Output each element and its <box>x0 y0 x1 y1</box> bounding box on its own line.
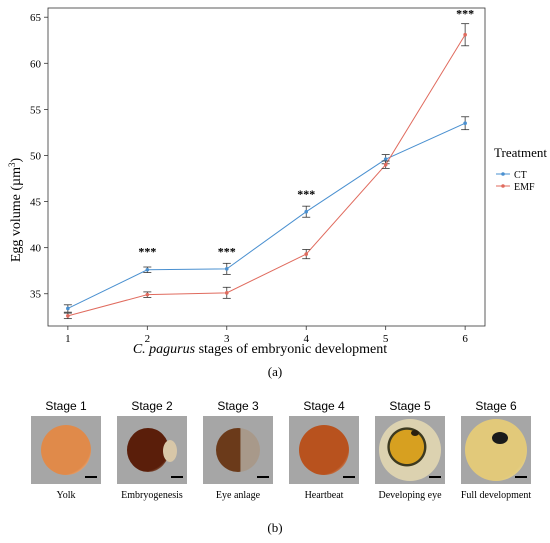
significance-annotations: *** *** *** *** <box>138 7 474 259</box>
stage-5: Stage 5 Developing eye <box>370 398 450 501</box>
x-tick-label: 4 <box>303 333 309 345</box>
scale-bar <box>257 476 269 478</box>
egg-detail <box>163 440 177 462</box>
egg-shape <box>41 425 91 475</box>
data-point <box>224 291 229 295</box>
x-axis: 1 2 3 4 5 6 <box>65 326 468 345</box>
x-tick-label: 5 <box>383 333 389 345</box>
stage-title: Stage 1 <box>45 399 87 413</box>
significance-stars: *** <box>456 7 474 21</box>
data-point <box>383 162 388 167</box>
stage-3: Stage 3 Eye anlage <box>198 398 278 501</box>
egg-photo <box>289 416 359 484</box>
data-point <box>304 252 309 256</box>
egg-photo <box>117 416 187 484</box>
series-line-emf <box>67 34 466 317</box>
legend-label-emf: EMF <box>514 182 535 193</box>
plot-frame <box>47 7 486 327</box>
series-line-ct <box>67 122 466 309</box>
significance-stars: *** <box>138 244 156 258</box>
panel-b-label: (b) <box>267 520 283 535</box>
series-ct <box>63 116 470 313</box>
legend-key-point-ct <box>501 172 505 176</box>
data-point <box>463 121 467 126</box>
stage-title: Stage 4 <box>303 399 345 413</box>
egg-photo <box>31 416 101 484</box>
stage-4: Stage 4 Heartbeat <box>284 398 364 501</box>
scale-bar <box>171 476 183 478</box>
data-point <box>66 314 70 318</box>
scale-bar <box>343 476 355 478</box>
stage-6: Stage 6 Full development <box>456 398 536 501</box>
scale-bar <box>515 476 527 478</box>
y-tick-label: 55 <box>30 104 42 116</box>
y-tick-label: 45 <box>30 197 42 209</box>
y-tick-label: 35 <box>30 289 42 301</box>
stage-caption: Full development <box>460 490 532 501</box>
data-point <box>383 157 388 161</box>
egg-eye <box>492 432 508 444</box>
stage-title: Stage 3 <box>217 399 259 413</box>
legend-key-point-emf <box>501 184 505 188</box>
x-axis-label: C. pagurus stages of embryonic developme… <box>133 342 387 357</box>
egg-shape <box>127 428 169 472</box>
stage-title: Stage 5 <box>389 399 431 413</box>
legend-title: Treatment <box>494 145 547 160</box>
egg-photo <box>461 416 531 484</box>
egg-photo <box>203 416 273 484</box>
data-point <box>304 209 309 214</box>
scale-bar <box>429 476 441 478</box>
scale-bar <box>85 476 97 478</box>
egg-shape <box>465 419 527 481</box>
y-axis-label: Egg volume (µm3) <box>7 158 24 263</box>
stage-title: Stage 2 <box>131 399 173 413</box>
stage-title: Stage 6 <box>475 399 517 413</box>
egg-eye <box>411 430 419 436</box>
y-tick-label: 60 <box>30 58 42 70</box>
stage-caption: Eye anlage <box>215 490 261 501</box>
y-axis: 35 40 45 50 55 60 65 <box>30 12 48 301</box>
stage-2: Stage 2 Embryogenesis <box>112 398 192 501</box>
stage-1: Stage 1 Yolk <box>26 398 106 501</box>
legend-label-ct: CT <box>514 170 527 181</box>
panel-a-label: (a) <box>267 364 283 379</box>
x-tick-label: 3 <box>224 333 230 345</box>
significance-stars: *** <box>218 244 236 258</box>
stage-caption: Developing eye <box>378 490 442 501</box>
y-tick-label: 50 <box>30 150 42 162</box>
data-point <box>463 32 467 37</box>
series-emf <box>63 23 470 320</box>
x-tick-label: 1 <box>65 333 71 345</box>
stage-caption: Embryogenesis <box>121 490 183 501</box>
significance-stars: *** <box>297 187 315 201</box>
egg-photo <box>375 416 445 484</box>
y-tick-label: 65 <box>30 12 42 24</box>
egg-shape <box>379 419 441 481</box>
stage-caption: Yolk <box>56 490 76 501</box>
x-tick-label: 2 <box>145 333 151 345</box>
x-tick-label: 6 <box>462 333 468 345</box>
plot-border <box>47 7 486 327</box>
egg-shape <box>216 428 260 472</box>
stage-caption: Heartbeat <box>304 490 344 501</box>
egg-shape <box>299 425 349 475</box>
y-tick-label: 40 <box>30 243 42 255</box>
data-point <box>224 267 229 271</box>
stage-photo-strip: Stage 1 Yolk Stage 2 Embryogenesis Stage 3 Ey… <box>26 398 536 508</box>
data-point <box>145 292 150 297</box>
series-layer <box>63 23 470 320</box>
data-point <box>145 267 150 272</box>
data-point <box>66 306 70 311</box>
